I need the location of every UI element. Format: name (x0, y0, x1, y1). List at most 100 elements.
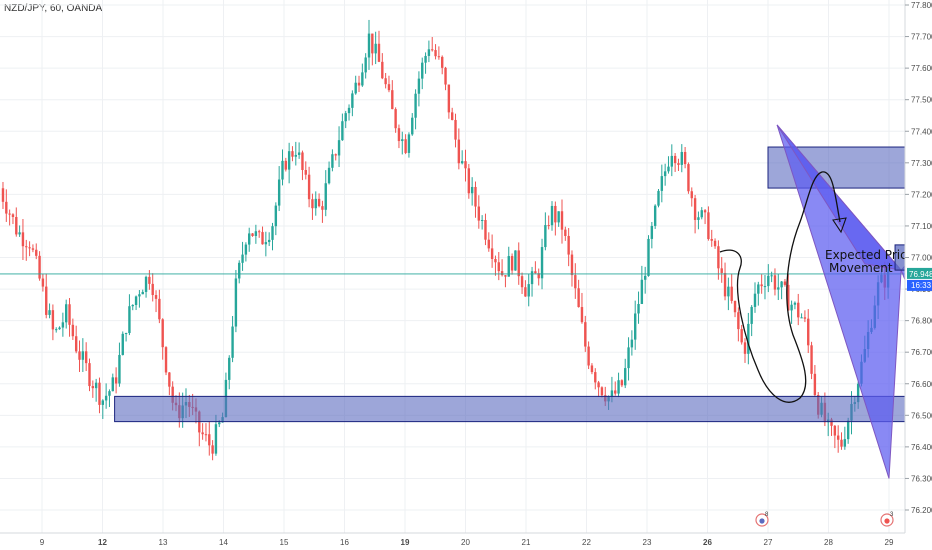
candle-body (161, 319, 164, 348)
candle-body (627, 347, 630, 369)
candle-body (248, 233, 251, 245)
candle-body (640, 279, 644, 304)
candle-body (663, 171, 667, 177)
pattern-xa-wing (776, 124, 903, 271)
candle-body (25, 246, 28, 248)
event-badge-1[interactable]: 8 (755, 512, 769, 527)
candle-body (454, 119, 457, 140)
candle-body (55, 329, 58, 331)
candle-body (357, 82, 361, 86)
candle-body (793, 302, 797, 305)
candle-body (484, 219, 487, 240)
candle-body (397, 128, 401, 142)
event-badge-count: 3 (890, 512, 894, 518)
candle-body (28, 247, 31, 249)
candle-body (68, 304, 71, 325)
candle-body (753, 293, 757, 307)
candle-body (121, 333, 124, 355)
time-tick-label: 29 (885, 538, 894, 547)
demand-zone (114, 395, 932, 423)
candle-body (477, 206, 481, 221)
candle-body (344, 113, 347, 122)
candle-body (687, 164, 690, 192)
candle-body (324, 183, 327, 210)
candle-body (254, 231, 258, 236)
price-badge-background (907, 267, 932, 279)
candle-body (291, 151, 294, 157)
candle-body (74, 336, 78, 352)
price-tick-label: 76.700 (911, 348, 932, 357)
candle-body (570, 254, 574, 276)
time-axis[interactable]: 9 12 13 14 15 16 19 20 21 22 23 26 27 28 29 (0, 532, 932, 550)
price-tick-label: 76.200 (911, 506, 932, 515)
event-badge-2[interactable]: 3 (880, 512, 894, 527)
candle-body (680, 151, 683, 165)
candle-body (464, 161, 467, 169)
time-tick-label: 12 (98, 538, 107, 547)
candle-body (118, 354, 121, 384)
candle-body (846, 420, 850, 440)
candle-body (98, 382, 101, 405)
candle-body (264, 242, 268, 245)
candle-body (331, 154, 334, 168)
candle-body (813, 373, 817, 396)
price-tick-label: 76.500 (911, 411, 932, 420)
candle-body (564, 229, 567, 236)
candle-body (683, 151, 687, 165)
candle-body (527, 284, 530, 297)
candle-body (810, 345, 813, 374)
candle-body (567, 235, 570, 255)
candle-body (790, 304, 793, 311)
candle-body (321, 206, 324, 210)
candle-body (510, 256, 514, 271)
price-tick-label: 76.400 (911, 443, 932, 452)
candle-body (594, 372, 597, 383)
candle-body (487, 239, 490, 249)
candle-body (787, 284, 790, 311)
candle-body (21, 232, 25, 247)
candle-body (1, 188, 5, 202)
candle-body (470, 186, 474, 194)
annotation-line-2: Movement (829, 261, 893, 275)
candle-body (261, 232, 264, 245)
candle-body (597, 382, 600, 388)
candle-body (361, 72, 364, 86)
time-tick-label: 19 (401, 538, 410, 547)
candle-body (550, 205, 554, 226)
candle-body (35, 249, 38, 256)
time-tick-label: 20 (461, 538, 470, 547)
expected-movement-curve (719, 171, 841, 403)
candle-body (467, 168, 471, 194)
candle-body (41, 278, 45, 287)
candle-body (301, 152, 304, 170)
candle-body (284, 160, 288, 170)
candle-body (18, 232, 21, 235)
candle-body (743, 342, 747, 354)
candle-body (58, 327, 61, 330)
candle-body (584, 322, 587, 347)
candle-body (374, 43, 377, 54)
candle-body (431, 49, 434, 51)
candle-body (238, 262, 241, 279)
candle-body (377, 43, 381, 62)
candle-body (51, 310, 55, 330)
candle-body (560, 211, 564, 230)
candle-body (134, 296, 138, 305)
candle-body (101, 400, 105, 405)
countdown-badge: 16:33 (907, 279, 932, 291)
candle-body (660, 176, 664, 191)
price-tick-label: 77.400 (911, 127, 932, 136)
price-tick-label: 76.300 (911, 474, 932, 483)
time-axis-background (0, 533, 932, 550)
candle-body (171, 386, 174, 403)
candle-body (760, 284, 763, 287)
candle-body (497, 262, 500, 272)
candle-body (580, 307, 584, 323)
candle-body (334, 154, 337, 156)
candle-body (367, 33, 371, 58)
price-tick-label: 77.500 (911, 96, 932, 105)
candle-body (441, 56, 444, 68)
candle-body (65, 304, 68, 323)
candle-body (544, 225, 547, 248)
